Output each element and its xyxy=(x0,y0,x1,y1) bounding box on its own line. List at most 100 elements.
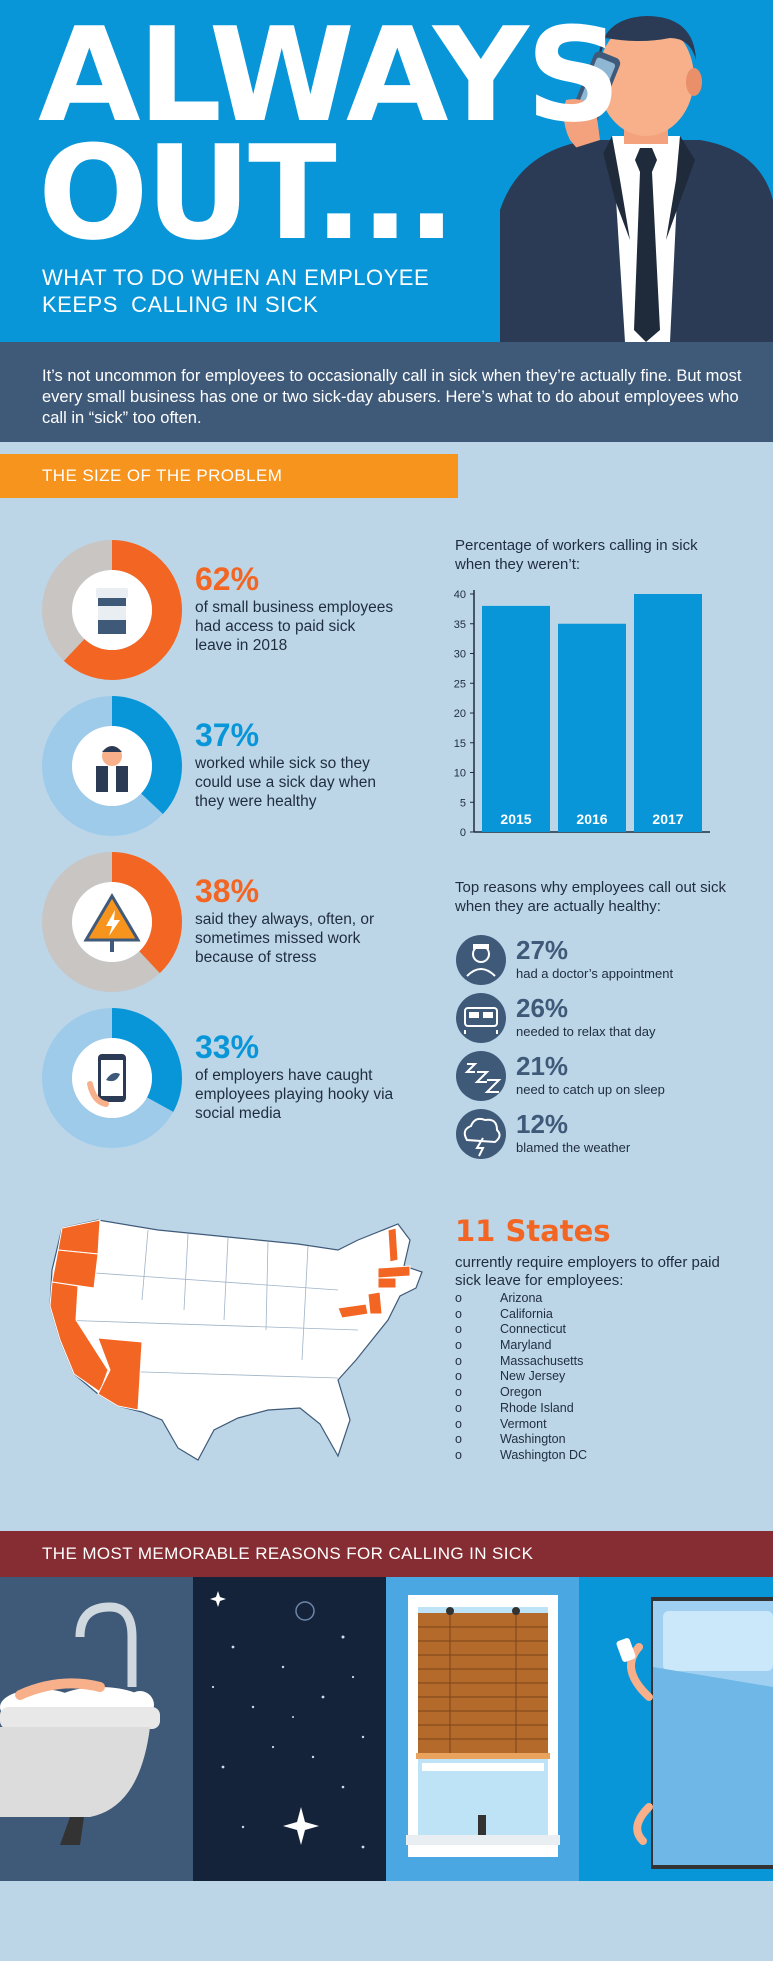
state-item: o Oregon xyxy=(455,1385,587,1401)
reason-percent-2: 26% xyxy=(516,993,569,1023)
section-title-memorable: THE MOST MEMORABLE REASONS FOR CALLING I… xyxy=(42,1544,534,1563)
donut-4 xyxy=(42,1008,182,1148)
bar-2017 xyxy=(634,594,702,832)
subtitle: WHAT TO DO WHEN AN EMPLOYEE KEEPS CALLIN… xyxy=(42,264,429,318)
y-tick-label: 40 xyxy=(454,589,466,601)
reason-text-1: had a doctor’s appointment xyxy=(516,966,674,981)
stat-text-4: of employers have caught employees playi… xyxy=(195,1067,394,1122)
state-name: California xyxy=(500,1306,553,1321)
stat-percent-4: 33% xyxy=(195,1029,260,1065)
subtitle-line-2: KEEPS CALLING IN SICK xyxy=(42,292,319,317)
stat-percent-1: 62% xyxy=(195,561,260,597)
y-tick-label: 35 xyxy=(454,619,466,631)
donut-arc-3 xyxy=(42,852,182,992)
bed-icon xyxy=(456,993,506,1043)
state-item: o New Jersey xyxy=(455,1369,587,1385)
title-line-1: ALWAYS xyxy=(38,0,621,151)
bullet-icon: o xyxy=(455,1353,462,1368)
y-tick-label: 10 xyxy=(454,768,466,780)
state-name: Vermont xyxy=(500,1416,547,1431)
us-map-icon xyxy=(49,1219,423,1461)
section-title-problem: THE SIZE OF THE PROBLEM xyxy=(42,466,283,485)
reason-text-4: blamed the weather xyxy=(516,1140,631,1155)
title-line-2: OUT... xyxy=(38,117,456,269)
x-category-label: 2015 xyxy=(500,811,531,827)
stat-percent-3: 38% xyxy=(195,873,260,909)
y-tick-label: 20 xyxy=(454,708,466,720)
bullet-icon: o xyxy=(455,1400,462,1415)
high-voltage-warning-icon xyxy=(83,893,141,952)
bullet-icon: o xyxy=(455,1447,462,1462)
bathtub-icon xyxy=(0,1577,193,1881)
x-category-label: 2016 xyxy=(576,811,607,827)
night-sky-icon xyxy=(193,1577,386,1881)
sleep-zzz-icon xyxy=(456,1051,506,1101)
bullet-icon: o xyxy=(455,1432,462,1447)
state-item: o Maryland xyxy=(455,1338,587,1354)
states-subtitle: currently require employers to offer pai… xyxy=(455,1254,720,1289)
state-name: Massachusetts xyxy=(500,1353,584,1368)
window-blinds-icon xyxy=(386,1577,579,1881)
reason-percent-3: 21% xyxy=(516,1051,569,1081)
doctor-icon xyxy=(456,935,506,985)
y-tick-label: 30 xyxy=(454,649,466,661)
chart-title: Percentage of workers calling in sick wh… xyxy=(455,537,698,573)
state-item: o Rhode Island xyxy=(455,1401,587,1417)
storm-cloud-icon xyxy=(456,1109,506,1159)
bed-phone-icon xyxy=(579,1577,773,1881)
donut-2 xyxy=(42,696,182,836)
stat-text-3: said they always, often, or sometimes mi… xyxy=(195,911,375,966)
reason-percent-1: 27% xyxy=(516,935,569,965)
subtitle-line-1: WHAT TO DO WHEN AN EMPLOYEE xyxy=(42,265,430,290)
bullet-icon: o xyxy=(455,1338,462,1353)
bar-2015 xyxy=(482,605,550,832)
state-item: o California xyxy=(455,1307,587,1323)
donut-arc-1 xyxy=(42,540,182,680)
section-bar-memorable xyxy=(0,1531,773,1577)
reason-text-2: needed to relax that day xyxy=(516,1024,656,1039)
donut-arc-2 xyxy=(42,696,182,836)
y-tick-label: 0 xyxy=(460,827,466,839)
state-item: o Washington xyxy=(455,1432,587,1448)
bullet-icon: o xyxy=(455,1385,462,1400)
y-tick-label: 5 xyxy=(460,797,466,809)
state-item: o Washington DC xyxy=(455,1448,587,1464)
bullet-icon: o xyxy=(455,1369,462,1384)
reason-text-3: need to catch up on sleep xyxy=(516,1082,665,1097)
state-item: o Connecticut xyxy=(455,1322,587,1338)
state-name: Washington xyxy=(500,1432,566,1447)
states-list: o Arizona o California o Connecticut o Maryland… xyxy=(455,1291,587,1464)
stat-text-2: worked while sick so they could use a si… xyxy=(195,755,376,810)
bullet-icon: o xyxy=(455,1416,462,1431)
state-item: o Vermont xyxy=(455,1417,587,1433)
state-name: New Jersey xyxy=(500,1369,566,1384)
state-name: Oregon xyxy=(500,1385,542,1400)
x-category-label: 2017 xyxy=(652,811,683,827)
intro-band xyxy=(0,342,773,442)
state-name: Rhode Island xyxy=(500,1400,574,1415)
state-name: Washington DC xyxy=(500,1447,588,1462)
donut-1 xyxy=(42,540,182,680)
donut-3 xyxy=(42,852,182,992)
y-tick-label: 15 xyxy=(454,738,466,750)
bar-2016 xyxy=(558,623,626,832)
stat-percent-2: 37% xyxy=(195,717,260,753)
intro-text: It’s not uncommon for employees to occas… xyxy=(42,367,742,427)
state-item: o Massachusetts xyxy=(455,1354,587,1370)
stat-text-1: of small business employees had access t… xyxy=(195,599,394,654)
bullet-icon: o xyxy=(455,1322,462,1337)
businessman-icon xyxy=(96,746,128,792)
businessman-on-phone-icon xyxy=(500,16,773,342)
donut-arc-4 xyxy=(42,1008,182,1148)
bar-chart: 0 5 10 15 20 25 30 35 40 2015 2016 2017 xyxy=(454,589,710,839)
reason-percent-4: 12% xyxy=(516,1109,569,1139)
state-name: Connecticut xyxy=(500,1322,567,1337)
section-bar-problem xyxy=(0,454,458,498)
states-headline: 11 States xyxy=(455,1214,611,1248)
state-name: Arizona xyxy=(500,1291,543,1305)
pill-bottle-icon xyxy=(96,588,128,634)
state-item: o Arizona xyxy=(455,1291,587,1307)
bullet-icon: o xyxy=(455,1306,462,1321)
header-banner: ALWAYS OUT... WHAT TO DO WHEN AN EMPLOYE… xyxy=(0,0,773,342)
